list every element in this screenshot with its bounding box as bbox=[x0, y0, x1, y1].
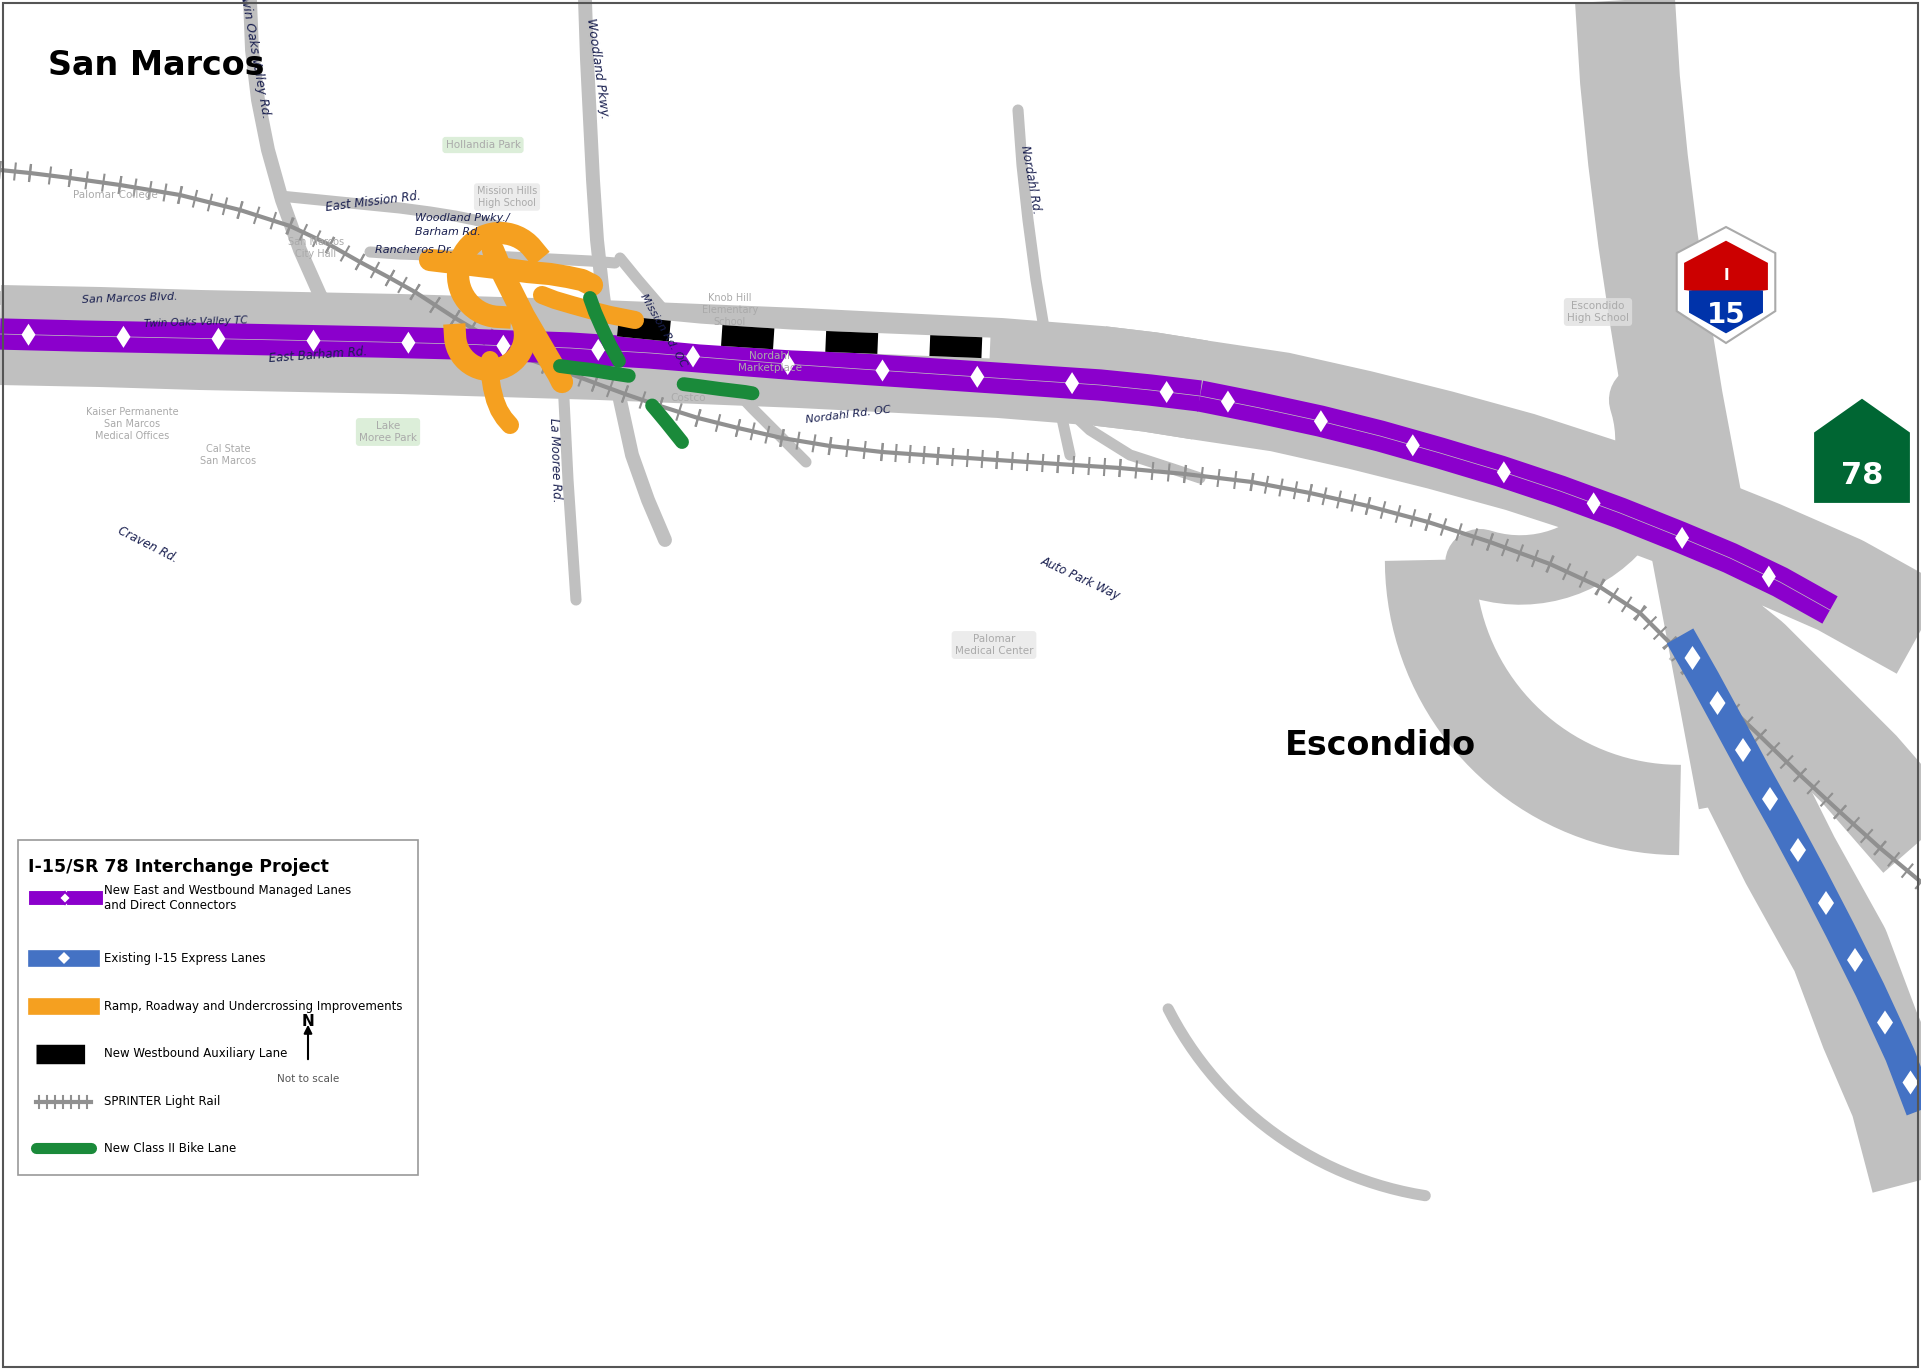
Polygon shape bbox=[1846, 948, 1863, 971]
Text: Craven Rd.: Craven Rd. bbox=[115, 525, 181, 566]
Polygon shape bbox=[1762, 786, 1779, 811]
Polygon shape bbox=[876, 359, 889, 381]
Polygon shape bbox=[1735, 738, 1752, 762]
Polygon shape bbox=[1222, 390, 1235, 412]
Text: Mission Hills
High School: Mission Hills High School bbox=[476, 186, 538, 208]
Polygon shape bbox=[686, 345, 699, 367]
Polygon shape bbox=[1817, 890, 1835, 915]
Text: Costco: Costco bbox=[670, 393, 705, 403]
Polygon shape bbox=[780, 353, 795, 375]
Polygon shape bbox=[1314, 410, 1327, 432]
Text: Palomar College: Palomar College bbox=[73, 190, 158, 200]
Polygon shape bbox=[1496, 462, 1510, 484]
Polygon shape bbox=[1813, 397, 1911, 504]
Text: Twin Oaks Valley Rd.: Twin Oaks Valley Rd. bbox=[238, 0, 273, 121]
Polygon shape bbox=[970, 366, 984, 388]
Text: Nordahl Rd. OC: Nordahl Rd. OC bbox=[805, 404, 891, 425]
Polygon shape bbox=[401, 332, 415, 353]
Text: I: I bbox=[1723, 267, 1729, 282]
Text: San Marcos
City Hall: San Marcos City Hall bbox=[288, 237, 344, 259]
Polygon shape bbox=[211, 327, 225, 349]
Polygon shape bbox=[117, 326, 131, 348]
Text: Knob Hill
Elementary
School: Knob Hill Elementary School bbox=[701, 293, 759, 326]
Text: Nordahl Rd.: Nordahl Rd. bbox=[1018, 145, 1043, 215]
Polygon shape bbox=[1689, 290, 1763, 333]
Text: Escondido: Escondido bbox=[1285, 729, 1475, 762]
Polygon shape bbox=[307, 330, 321, 352]
Polygon shape bbox=[1790, 838, 1806, 862]
Polygon shape bbox=[592, 338, 605, 360]
Polygon shape bbox=[1675, 527, 1689, 549]
Text: Woodland Pkwy.: Woodland Pkwy. bbox=[584, 16, 611, 119]
Text: 15: 15 bbox=[1706, 301, 1746, 329]
Text: New East and Westbound Managed Lanes
and Direct Connectors: New East and Westbound Managed Lanes and… bbox=[104, 884, 352, 912]
Text: Woodland Pwky./: Woodland Pwky./ bbox=[415, 212, 509, 223]
Text: San Marcos Blvd.: San Marcos Blvd. bbox=[83, 292, 179, 304]
Text: New Westbound Auxiliary Lane: New Westbound Auxiliary Lane bbox=[104, 1048, 288, 1060]
Text: East Mission Rd.: East Mission Rd. bbox=[325, 189, 421, 214]
Text: Existing I-15 Express Lanes: Existing I-15 Express Lanes bbox=[104, 952, 265, 964]
Polygon shape bbox=[1406, 434, 1420, 456]
Text: Kaiser Permanente
San Marcos
Medical Offices: Kaiser Permanente San Marcos Medical Off… bbox=[86, 407, 179, 441]
Text: Cal State
San Marcos: Cal State San Marcos bbox=[200, 444, 255, 466]
Text: Hollandia Park: Hollandia Park bbox=[446, 140, 521, 149]
Text: Twin Oaks Valley TC: Twin Oaks Valley TC bbox=[144, 315, 248, 329]
Polygon shape bbox=[496, 334, 511, 356]
Polygon shape bbox=[58, 952, 69, 964]
Polygon shape bbox=[1160, 381, 1174, 403]
Text: Nordahl
Marketplace: Nordahl Marketplace bbox=[738, 351, 801, 373]
Text: Escondido
High School: Escondido High School bbox=[1568, 301, 1629, 323]
Polygon shape bbox=[1762, 566, 1775, 588]
Polygon shape bbox=[1064, 373, 1080, 395]
Polygon shape bbox=[1685, 647, 1700, 670]
FancyBboxPatch shape bbox=[17, 840, 419, 1175]
Text: La Mooree Rd.: La Mooree Rd. bbox=[547, 418, 563, 503]
Polygon shape bbox=[1677, 227, 1775, 342]
Text: 78: 78 bbox=[1840, 460, 1883, 489]
Text: Lake
Moree Park: Lake Moree Park bbox=[359, 421, 417, 443]
Text: Auto Park Way: Auto Park Way bbox=[1037, 553, 1122, 601]
Text: Mission Rd. OC: Mission Rd. OC bbox=[638, 292, 688, 369]
Text: San Marcos: San Marcos bbox=[48, 49, 265, 82]
Polygon shape bbox=[1877, 1011, 1892, 1034]
Text: Barham Rd.: Barham Rd. bbox=[415, 227, 480, 237]
Text: New Class II Bike Lane: New Class II Bike Lane bbox=[104, 1141, 236, 1155]
Polygon shape bbox=[1587, 492, 1600, 514]
Text: N: N bbox=[302, 1014, 315, 1029]
Text: SPRINTER Light Rail: SPRINTER Light Rail bbox=[104, 1096, 221, 1108]
Text: Ramp, Roadway and Undercrossing Improvements: Ramp, Roadway and Undercrossing Improvem… bbox=[104, 1000, 403, 1012]
Polygon shape bbox=[1710, 690, 1725, 715]
Text: Not to scale: Not to scale bbox=[277, 1074, 340, 1084]
Text: I-15/SR 78 Interchange Project: I-15/SR 78 Interchange Project bbox=[29, 858, 328, 875]
Polygon shape bbox=[1902, 1070, 1919, 1095]
Polygon shape bbox=[1685, 241, 1767, 295]
Polygon shape bbox=[60, 892, 71, 904]
Text: East Barham Rd.: East Barham Rd. bbox=[269, 345, 367, 364]
Text: Palomar
Medical Center: Palomar Medical Center bbox=[955, 634, 1033, 656]
Text: Rancheros Dr.: Rancheros Dr. bbox=[375, 245, 453, 255]
Polygon shape bbox=[21, 323, 35, 345]
